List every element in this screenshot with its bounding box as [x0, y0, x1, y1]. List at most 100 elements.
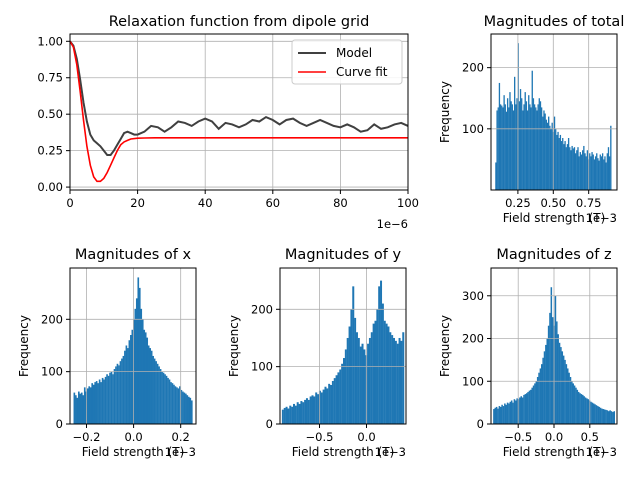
histogram-bar [593, 159, 596, 190]
axes-frame [490, 33, 618, 191]
histogram-bar [542, 116, 544, 190]
histogram-bars [73, 277, 193, 424]
histogram-bar [550, 287, 553, 424]
x-offset-text: 1e−6 [377, 217, 408, 231]
histogram-bar [95, 381, 98, 424]
histogram-bar [566, 144, 569, 190]
histogram-bar [570, 150, 572, 190]
histogram-bar [572, 383, 574, 424]
y-tick-label: 0 [477, 417, 484, 431]
histogram-bar [559, 134, 562, 190]
histogram-bar [516, 398, 518, 424]
histogram-bar [170, 382, 172, 424]
histogram-bar [298, 403, 301, 424]
histogram-bar [385, 323, 388, 424]
histogram-bar [565, 147, 567, 190]
histogram-bar [575, 387, 577, 424]
histogram-bar [580, 394, 583, 424]
histogram-bar [497, 408, 499, 424]
histogram-bar [164, 374, 166, 424]
histogram-bar [496, 110, 498, 190]
histogram-bar [370, 332, 373, 424]
histogram-bar [501, 404, 503, 424]
histogram-bar [116, 363, 119, 424]
histogram-bar [515, 104, 517, 190]
histogram-bar [503, 95, 505, 190]
x-offset-text: 1e−3 [586, 445, 617, 459]
histogram-bar [504, 104, 506, 190]
histogram-bar [563, 144, 565, 190]
histogram-bar [176, 387, 178, 424]
histogram-bar [539, 368, 542, 424]
histogram-bar [92, 384, 95, 424]
histogram-bar [380, 280, 383, 424]
histogram-bar [605, 409, 607, 424]
histogram-bar [606, 153, 608, 190]
histogram-bar [398, 337, 401, 424]
x-tick-label: 0.0 [124, 430, 142, 444]
histogram-bar [330, 385, 333, 424]
histogram-bar [305, 398, 308, 424]
histogram-bar [119, 361, 122, 424]
histogram-bar [101, 377, 104, 424]
histogram-bar [513, 399, 516, 424]
histogram-bar [91, 383, 94, 424]
histogram-bar [309, 396, 312, 424]
histogram-bar [180, 389, 183, 424]
histogram-bar [556, 134, 558, 190]
histogram-bar [561, 351, 564, 424]
histogram-bar [110, 371, 113, 424]
histogram-bar [564, 359, 566, 424]
series-line-model [69, 40, 409, 156]
y-tick-label: 0 [56, 417, 63, 431]
histogram-bar [519, 89, 522, 190]
histogram-bar [518, 101, 521, 190]
histogram-bar [318, 390, 321, 424]
histogram-bar [534, 383, 536, 424]
chart-title: Magnitudes of y [285, 247, 402, 263]
histogram-bar [598, 160, 600, 190]
histogram-bar [315, 392, 318, 424]
histogram-bar [322, 389, 325, 424]
histogram-bar [502, 406, 505, 424]
histogram-bar [359, 346, 362, 424]
histogram-bar [523, 394, 525, 424]
histogram-bar [355, 332, 358, 424]
histogram-bar [524, 92, 526, 190]
chart-title: Magnitudes of total [484, 14, 625, 30]
histogram-bar [307, 399, 310, 424]
histogram-bar [333, 378, 336, 424]
histogram-bar [501, 105, 503, 190]
histogram-bar [389, 332, 392, 424]
histogram-bar [144, 332, 147, 424]
x-tick-label: 60 [265, 196, 280, 210]
histogram-bar [582, 394, 584, 424]
histogram-bar [94, 382, 96, 424]
histogram-bar [396, 343, 399, 424]
y-axis-label: Frequency [438, 315, 452, 377]
x-tick-label: 0.0 [545, 430, 563, 444]
histogram-bar [143, 329, 146, 424]
histogram-bar [555, 128, 557, 190]
histogram-bar [576, 389, 579, 424]
chart-title: Relaxation function from dipole grid [109, 14, 370, 30]
histogram-bar [576, 150, 578, 190]
histogram-bar [520, 396, 523, 424]
histogram-bar [155, 361, 157, 424]
histogram-bar [348, 326, 351, 424]
chart-z: −0.5 0.0 0.5 0 100 200 300 Magnitudes of z Field… [438, 247, 618, 459]
histogram-bar [553, 116, 556, 190]
histogram-bar [104, 376, 107, 424]
histogram-bar [551, 317, 554, 424]
histogram-bar [83, 387, 86, 424]
histogram-bar [549, 312, 551, 424]
x-tick-label: 0.0 [357, 430, 375, 444]
histogram-bar [140, 308, 143, 424]
histogram-bar [594, 156, 597, 190]
histogram-bar [100, 382, 102, 424]
histogram-bar [113, 369, 116, 424]
histogram-bar [82, 395, 85, 424]
histogram-bar [591, 402, 594, 424]
histogram-bar [550, 128, 552, 190]
histogram-bar [586, 398, 588, 424]
